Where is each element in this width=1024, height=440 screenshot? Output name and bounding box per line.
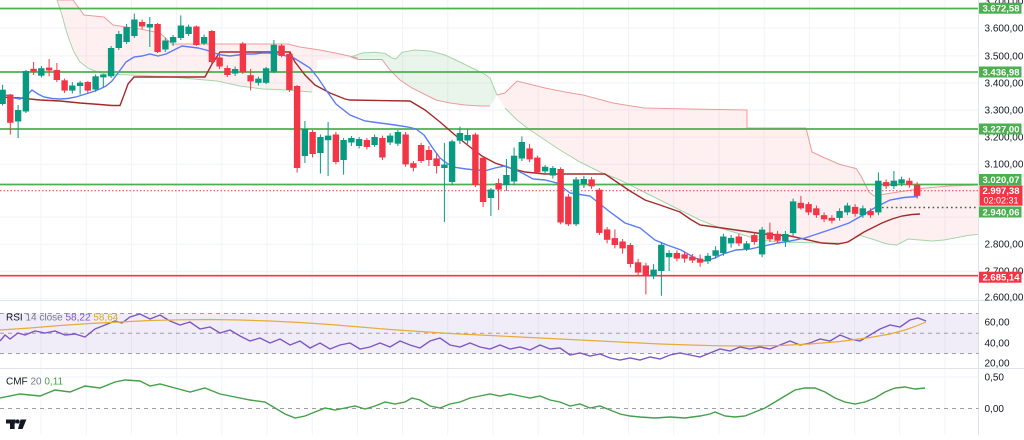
svg-text:0,50: 0,50 [985, 373, 1005, 384]
svg-text:20,00: 20,00 [985, 359, 1010, 370]
svg-text:2.800,00: 2.800,00 [985, 240, 1024, 251]
svg-text:0,00: 0,00 [985, 404, 1005, 415]
svg-text:2.997,38: 2.997,38 [983, 186, 1020, 197]
svg-text:3.020,07: 3.020,07 [983, 175, 1020, 186]
svg-text:3.672,58: 3.672,58 [983, 4, 1020, 15]
svg-text:40,00: 40,00 [985, 339, 1010, 350]
svg-text:3.100,00: 3.100,00 [985, 160, 1024, 171]
svg-text:3.400,00: 3.400,00 [985, 79, 1024, 90]
svg-text:2.600,00: 2.600,00 [985, 292, 1024, 303]
svg-text:2.685,14: 2.685,14 [983, 273, 1021, 284]
svg-text:3.300,00: 3.300,00 [985, 106, 1024, 117]
svg-text:3.200,00: 3.200,00 [985, 133, 1024, 144]
svg-text:3.227,00: 3.227,00 [983, 124, 1020, 135]
svg-text:2.940,06: 2.940,06 [983, 207, 1020, 218]
svg-text:CMF 20 0,11: CMF 20 0,11 [6, 377, 64, 388]
svg-text:60,00: 60,00 [985, 318, 1010, 329]
svg-text:3.500,00: 3.500,00 [985, 51, 1024, 62]
svg-text:RSI 14 close 58,22 58,64: RSI 14 close 58,22 58,64 [6, 313, 119, 324]
svg-text:02:02:31: 02:02:31 [983, 196, 1018, 206]
svg-text:3.436,98: 3.436,98 [983, 67, 1020, 78]
svg-text:3.600,00: 3.600,00 [985, 23, 1024, 34]
